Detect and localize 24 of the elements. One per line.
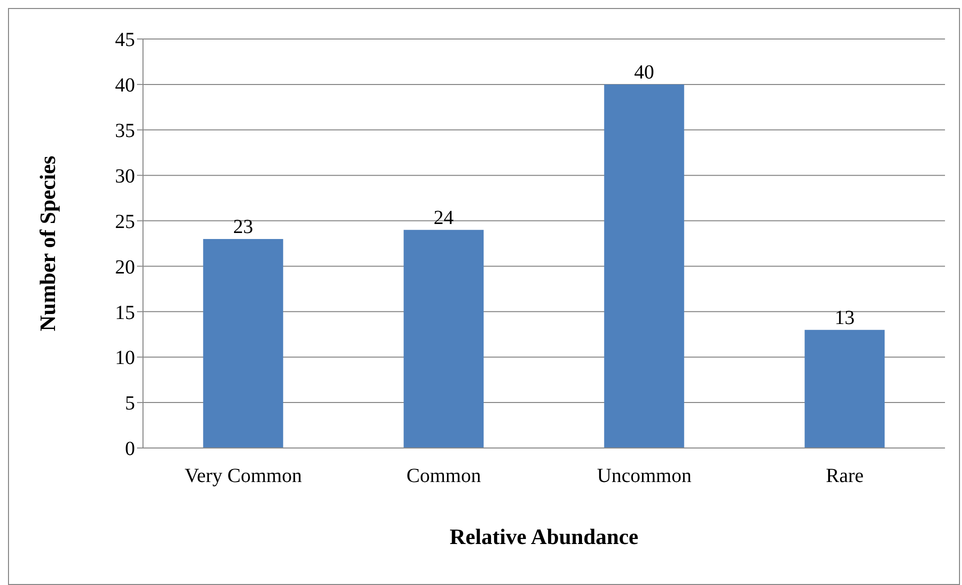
- bar: [404, 230, 484, 448]
- bar: [804, 330, 885, 448]
- data-label: 13: [834, 306, 855, 329]
- x-tick-label: Rare: [826, 465, 864, 488]
- y-tick-label: 35: [115, 120, 135, 142]
- data-label: 23: [233, 216, 254, 238]
- y-tick-label: 25: [115, 210, 135, 233]
- bar: [203, 238, 284, 448]
- y-tick-label: 0: [125, 438, 135, 460]
- y-tick-label: 5: [125, 392, 135, 415]
- bar: [604, 84, 684, 448]
- y-tick-label: 10: [115, 347, 135, 370]
- data-label: 40: [634, 61, 654, 84]
- x-tick-label: Common: [406, 465, 481, 488]
- y-tick-label: 45: [115, 29, 135, 52]
- y-tick-label: 30: [115, 165, 135, 188]
- x-tick-label: Uncommon: [597, 465, 692, 488]
- y-tick-label: 40: [115, 74, 135, 97]
- x-tick-label: Very Common: [184, 465, 302, 488]
- x-axis-title: Relative Abundance: [450, 524, 639, 549]
- y-axis-title: Number of Species: [34, 155, 60, 332]
- data-label: 24: [434, 206, 454, 229]
- y-tick-label: 15: [115, 302, 135, 324]
- y-tick-label: 20: [115, 256, 135, 278]
